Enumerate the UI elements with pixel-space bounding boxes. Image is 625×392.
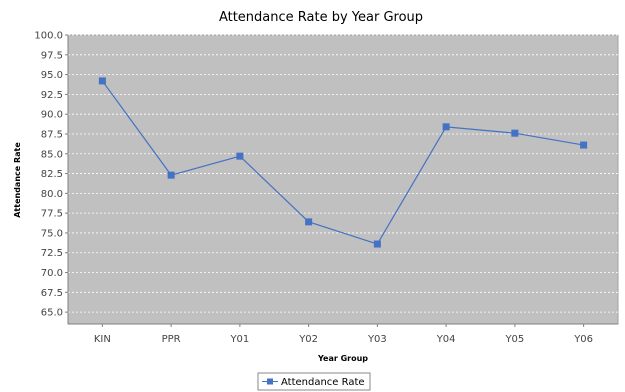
x-tick-label: Y01	[229, 334, 249, 345]
y-tick-label: 85.0	[41, 149, 63, 160]
y-tick-label: 80.0	[41, 189, 63, 200]
series-line	[101, 80, 584, 245]
y-axis-label: Attendance Rate	[13, 142, 22, 218]
x-axis: KIN PPR Y01 Y02 Y03 Y04 Y05 Y06	[68, 323, 618, 345]
y-tick-label: 75.0	[41, 228, 63, 239]
y-tick-label: 82.5	[41, 169, 63, 180]
y-tick-label: 95.0	[41, 70, 63, 81]
x-tick-label: Y05	[504, 334, 524, 345]
y-tick-label: 65.0	[41, 308, 63, 319]
x-tick-label: Y03	[367, 334, 387, 345]
data-point	[511, 129, 519, 137]
x-axis-label: Year Group	[317, 354, 368, 363]
data-point	[442, 123, 450, 131]
y-axis: 100.0 97.5 95.0 92.5 90.0 87.5 85.0 82.5 80.0 77.…	[34, 31, 69, 324]
x-tick-label: KIN	[94, 334, 111, 345]
data-point	[167, 171, 175, 179]
y-tick-label: 87.5	[41, 129, 63, 140]
x-tick-label: Y02	[298, 334, 318, 345]
legend-label: Attendance Rate	[281, 377, 365, 388]
y-tick-label: 92.5	[41, 90, 63, 101]
data-point	[98, 77, 106, 85]
data-point	[305, 218, 313, 226]
y-tick-label: 77.5	[41, 209, 63, 220]
data-point	[373, 240, 381, 248]
data-point	[236, 152, 244, 160]
x-tick-label: Y04	[436, 334, 456, 345]
legend: Attendance Rate	[257, 372, 371, 391]
y-tick-label: 70.0	[41, 268, 63, 279]
x-tick-label: PPR	[162, 334, 181, 345]
y-tick-label: 97.5	[41, 50, 63, 61]
chart-title: Attendance Rate by Year Group	[219, 10, 423, 25]
series-group	[98, 77, 588, 248]
y-tick-label: 67.5	[41, 288, 63, 299]
legend-box	[257, 372, 371, 391]
x-tick-label: Y06	[573, 334, 593, 345]
data-point	[580, 141, 588, 149]
legend-marker	[267, 378, 273, 385]
y-tick-label: 90.0	[41, 110, 63, 121]
y-tick-label: 100.0	[34, 31, 63, 42]
plot-area	[67, 34, 619, 325]
y-tick-label: 72.5	[41, 248, 63, 259]
